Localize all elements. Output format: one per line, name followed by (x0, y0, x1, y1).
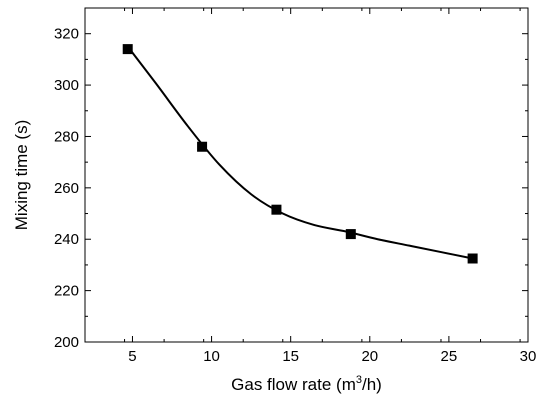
y-tick-label: 280 (54, 128, 79, 145)
x-axis-title-superscript: 3 (356, 374, 362, 386)
x-tick-label: 15 (282, 348, 299, 365)
x-tick-label: 20 (361, 348, 378, 365)
y-tick-label: 260 (54, 180, 79, 197)
y-axis-ticks: 200 220 240 260 280 300 320 (54, 26, 528, 351)
data-point (467, 253, 478, 264)
plot-area: 5 10 15 20 25 30 200 220 240 260 280 300 320 (54, 7, 537, 365)
plot-frame (84, 7, 529, 343)
data-point (197, 141, 208, 152)
y-tick-label: 300 (54, 77, 79, 94)
x-axis-title: Gas flow rate (m3/h) (231, 374, 382, 394)
y-tick-label: 240 (54, 231, 79, 248)
y-tick-label: 200 (54, 334, 79, 351)
y-tick-label: 220 (54, 283, 79, 300)
data-point (122, 44, 133, 55)
x-axis-title-suffix: /h) (362, 375, 382, 394)
x-tick-label: 25 (441, 348, 458, 365)
x-axis-ticks: 5 10 15 20 25 30 (124, 8, 537, 365)
y-tick-label: 320 (54, 26, 79, 43)
y-axis-title: Mixing time (s) (12, 120, 31, 231)
x-tick-label: 5 (128, 348, 136, 365)
fit-curve (126, 45, 473, 260)
data-point (271, 204, 282, 215)
x-tick-label: 10 (203, 348, 220, 365)
x-axis-title-main: Gas flow rate (m (231, 375, 356, 394)
data-markers (122, 44, 478, 264)
x-tick-label: 30 (520, 348, 537, 365)
data-point (345, 229, 356, 240)
